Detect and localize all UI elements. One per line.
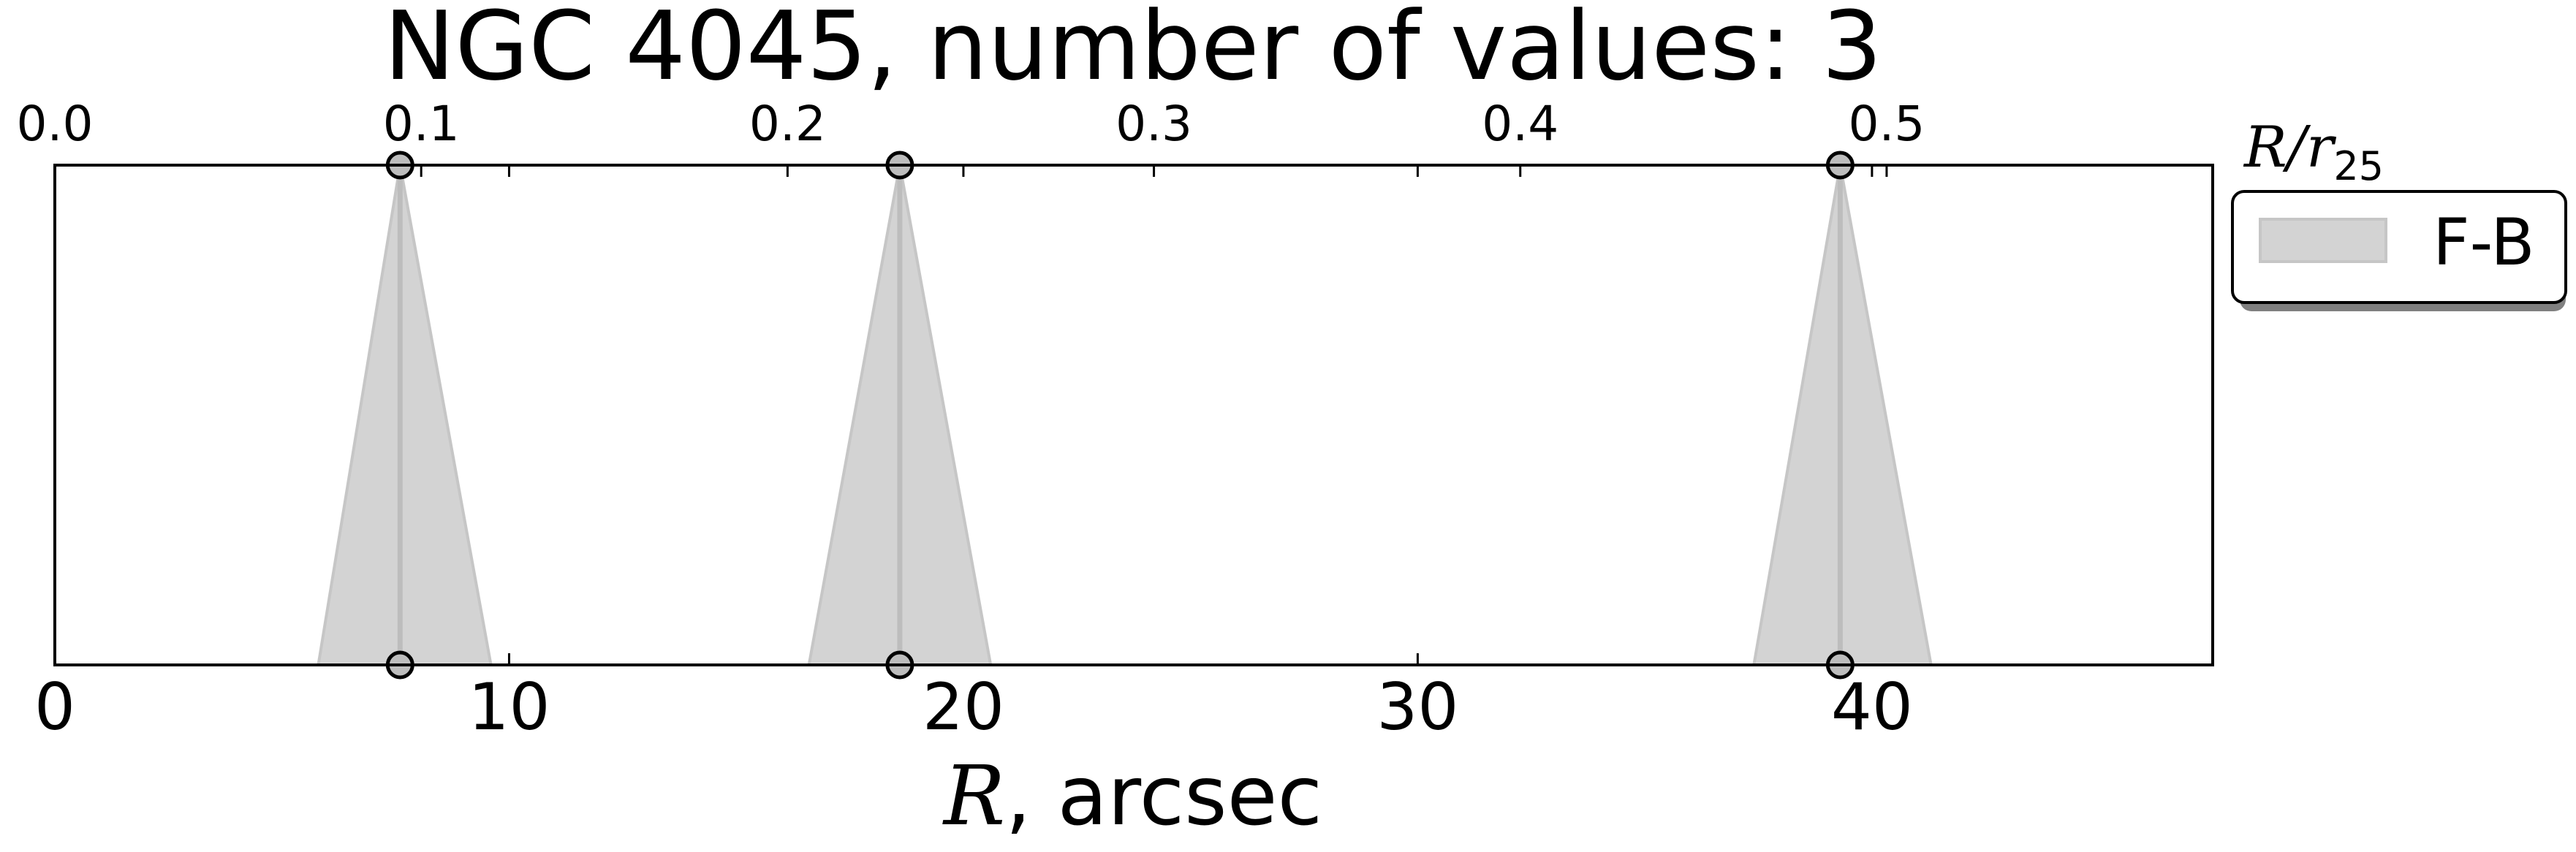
x-tick-label: 20	[923, 669, 1004, 745]
top-axis-ticks: 0.0 0.1 0.2 0.3 0.4 0.5	[17, 96, 1925, 177]
series-layer	[317, 151, 1933, 680]
top-tick-label: 0.3	[1115, 96, 1192, 152]
x-axis-label-symbol: R	[942, 749, 1005, 844]
range-triangle	[317, 164, 493, 666]
x-axis-label-unit: , arcsec	[1005, 749, 1322, 844]
chart-title: NGC 4045, number of values: 3	[384, 0, 1882, 102]
x-axis-label: R, arcsec	[942, 749, 1322, 844]
top-tick-label: 0.5	[1848, 96, 1925, 152]
plot-area-frame	[53, 164, 2214, 666]
top-tick-label: 0.2	[749, 96, 826, 152]
top-tick-label: 0.4	[1482, 96, 1558, 152]
legend-swatch-f-b	[2259, 218, 2387, 263]
x-tick-label: 40	[1831, 669, 1913, 745]
x-tick-label: 10	[468, 669, 550, 745]
top-tick-label: 0.0	[17, 96, 94, 152]
bottom-axis-ticks: 0 10 20 30 40	[34, 165, 1913, 745]
top-axis-label-subscript: 25	[2333, 143, 2384, 189]
top-tick-label: 0.1	[383, 96, 460, 152]
legend: F-B	[2231, 190, 2567, 311]
x-tick-label: 0	[34, 669, 75, 745]
legend-label-f-b: F-B	[2433, 205, 2535, 280]
top-axis-label: R/r25	[2243, 115, 2384, 189]
top-axis-label-denominator: r	[2306, 115, 2337, 180]
x-tick-label: 30	[1376, 669, 1458, 745]
top-axis-label-numerator: R	[2243, 115, 2287, 180]
